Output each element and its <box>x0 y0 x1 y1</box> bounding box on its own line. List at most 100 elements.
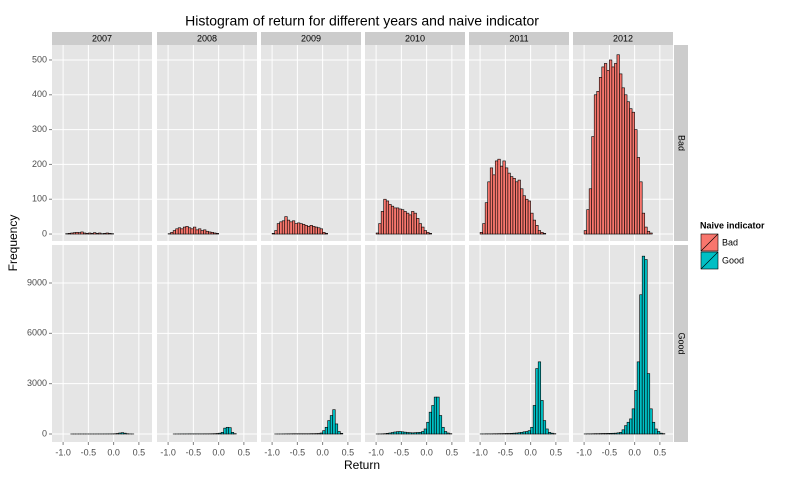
bar <box>631 408 635 435</box>
bar <box>646 373 651 435</box>
bar <box>604 433 608 435</box>
bar <box>416 218 420 235</box>
facet-strip <box>365 32 465 45</box>
y-tick-label: 100 <box>32 194 47 204</box>
y-tick-label: 6000 <box>27 328 47 338</box>
bar <box>271 233 275 235</box>
bar <box>657 431 661 435</box>
bar <box>413 212 417 235</box>
x-tick-label: -0.5 <box>186 447 202 457</box>
bar <box>115 433 119 435</box>
x-tick-label: -1.0 <box>160 447 176 457</box>
legend-title: Naive indicator <box>700 220 765 230</box>
bar <box>319 228 323 235</box>
bar <box>596 91 600 235</box>
bar <box>639 181 643 235</box>
bar <box>307 226 311 235</box>
bar <box>545 428 549 435</box>
bar <box>385 200 390 235</box>
bar <box>505 167 509 235</box>
bar <box>532 405 536 435</box>
x-tick-label: -1.0 <box>576 447 592 457</box>
bar <box>611 66 615 235</box>
bar <box>621 87 625 235</box>
bar <box>611 432 615 435</box>
bar <box>123 432 127 435</box>
x-tick-label: -0.5 <box>602 447 618 457</box>
bar <box>492 174 496 235</box>
bar <box>390 432 395 435</box>
bar <box>507 433 511 435</box>
bar <box>547 432 552 435</box>
bar <box>398 208 402 235</box>
bar <box>67 233 71 235</box>
bar <box>510 176 514 235</box>
y-axis-label: Frequency <box>6 215 20 272</box>
bar <box>393 431 397 435</box>
facet-strip <box>261 32 361 45</box>
panel-background <box>573 245 673 442</box>
x-tick-label: -0.5 <box>290 447 306 457</box>
bar <box>411 211 415 235</box>
x-axis-label: Return <box>344 458 380 472</box>
bar <box>297 222 301 235</box>
bar <box>327 420 331 435</box>
bar <box>80 231 84 235</box>
bar <box>441 426 445 435</box>
bar <box>426 421 430 435</box>
bar <box>431 405 435 435</box>
bar <box>90 233 94 235</box>
x-tick-label: -0.5 <box>498 447 514 457</box>
bar <box>329 415 334 435</box>
bar <box>304 225 308 235</box>
bar <box>75 231 79 235</box>
legend-key-slash <box>700 233 719 252</box>
facet-strip <box>52 32 152 45</box>
bar <box>418 432 422 435</box>
facet-strip <box>157 32 257 45</box>
bar <box>421 226 425 235</box>
bar <box>289 221 293 235</box>
bar <box>649 408 653 435</box>
bar <box>423 428 427 435</box>
bar <box>406 432 410 435</box>
bar <box>378 223 382 235</box>
x-tick-label: 0.0 <box>420 447 433 457</box>
bar <box>223 427 227 435</box>
bar <box>317 227 321 235</box>
bar <box>629 418 633 435</box>
bar <box>213 232 217 235</box>
bar <box>396 207 400 235</box>
legend-key-slash <box>700 251 719 270</box>
bar <box>385 433 390 435</box>
bar <box>401 209 405 235</box>
bar <box>195 229 199 235</box>
bar <box>426 231 430 235</box>
facet-label: Bad <box>677 135 687 151</box>
panel-background <box>261 245 361 442</box>
bar <box>401 431 405 435</box>
y-tick-label: 500 <box>32 54 47 64</box>
bar <box>95 233 99 235</box>
bar <box>588 188 592 235</box>
bar <box>309 225 313 235</box>
bar <box>646 230 651 235</box>
x-tick-label: 0.0 <box>107 447 120 457</box>
bar <box>77 232 82 235</box>
bar <box>108 233 112 235</box>
x-tick-label: 0.5 <box>446 447 459 457</box>
bar <box>525 198 529 235</box>
bar <box>332 409 336 435</box>
bar <box>614 432 618 435</box>
bar <box>375 232 379 235</box>
bar <box>639 294 643 435</box>
bar <box>322 430 326 435</box>
bar <box>281 220 286 235</box>
bar <box>205 230 209 235</box>
bar <box>624 94 628 235</box>
panel-background <box>157 245 257 442</box>
bar <box>593 94 598 235</box>
bar <box>279 221 283 235</box>
x-tick-label: -1.0 <box>368 447 384 457</box>
